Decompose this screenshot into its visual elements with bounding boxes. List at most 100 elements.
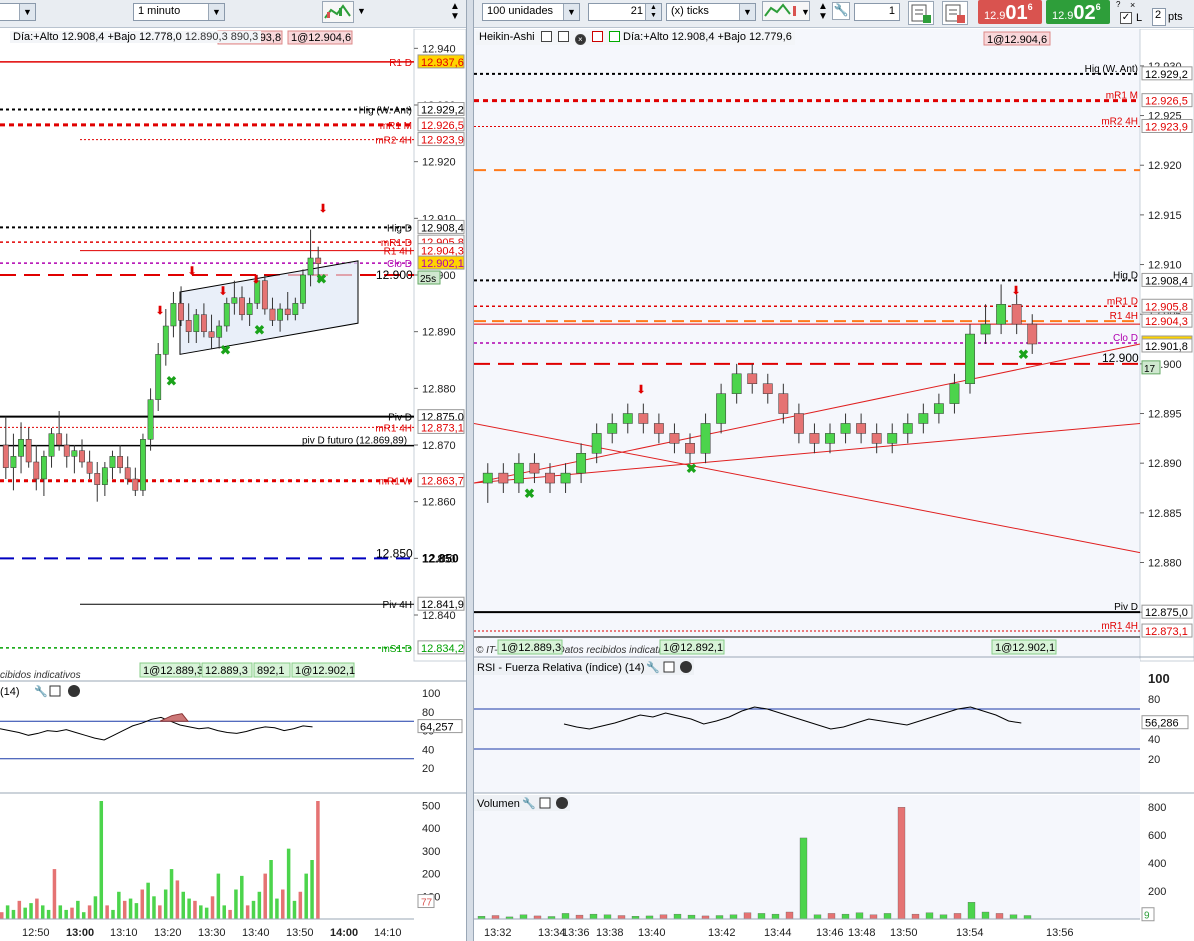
chevron-down-icon[interactable]: ▼	[563, 4, 579, 20]
left-field[interactable]: ▼	[0, 3, 36, 21]
volume-bar	[298, 891, 303, 919]
rsi-title-bg	[474, 659, 694, 675]
add-indicator-icon[interactable]	[591, 31, 603, 42]
chevron-down-icon[interactable]: ▼	[739, 4, 755, 20]
time-tick-label: 13:50	[890, 927, 918, 939]
chevron-down-icon[interactable]: ▼	[19, 4, 35, 20]
candle-body	[778, 393, 789, 414]
candle-body	[545, 472, 555, 484]
order-ticket-sell-icon[interactable]	[942, 1, 968, 25]
quantity-input[interactable]: 1	[854, 3, 900, 21]
ticks-stepper[interactable]: 21 ▲ ▼	[588, 3, 662, 21]
level-label: mR2 4H	[375, 136, 412, 147]
price-tag-value: 12.841,9	[421, 599, 464, 611]
scroll-arrows[interactable]: ▲ ▼	[450, 1, 460, 22]
candle-body	[40, 456, 47, 480]
maximize-icon[interactable]	[557, 31, 569, 42]
volume-bar	[827, 913, 836, 920]
units-select[interactable]: 100 unidades ▼	[482, 3, 580, 21]
vol-tick-label: 500	[422, 801, 440, 813]
footer-tag-box	[659, 639, 725, 655]
time-tick-label: 13:40	[638, 927, 666, 939]
wrench-icon[interactable]	[540, 31, 552, 42]
volume-bar	[122, 900, 127, 919]
buy-marker-icon: ✖	[524, 486, 535, 501]
time-tick-label: 14:10	[374, 927, 402, 939]
close-icon[interactable]: ×	[1130, 0, 1136, 10]
price-tag-value: 12.929,2	[1145, 69, 1188, 81]
volume-bar	[292, 900, 297, 919]
time-tick-label: 13:32	[484, 927, 512, 939]
candle-body	[269, 308, 276, 321]
volume-bar	[673, 913, 682, 920]
price-tag-box	[417, 255, 465, 270]
level-label: mR1 D	[381, 238, 412, 249]
volume-bar	[245, 905, 250, 919]
chart-style-icon[interactable]	[322, 1, 354, 23]
candle-body	[162, 325, 169, 355]
close-icon[interactable]: ×	[574, 34, 586, 45]
rsi-tick-label: 40	[422, 744, 434, 756]
volume-bar	[52, 869, 57, 919]
candle-body	[254, 280, 261, 304]
volume-bar	[316, 801, 320, 919]
maximize-icon	[49, 685, 61, 697]
maximize-icon	[663, 661, 675, 673]
volume-bar	[81, 912, 86, 919]
chart-style-icon[interactable]: ▼	[762, 1, 810, 21]
volume-bar	[64, 909, 68, 919]
panel-splitter[interactable]	[466, 0, 474, 941]
footer-text: cibidos indicativos	[0, 670, 81, 681]
time-tick-label: 13:36	[562, 927, 590, 939]
volume-bar	[146, 882, 150, 919]
level-label: R1 4H	[1110, 311, 1138, 322]
timeframe-select[interactable]: 1 minuto ▼	[133, 3, 225, 21]
right-price-chart: 12.93012.92512.92012.91512.91012.90512.9…	[474, 29, 1194, 941]
rsi-tick-label: 40	[1148, 734, 1160, 746]
down-arrow-icon: ⬇	[187, 264, 197, 278]
volume-bar	[743, 912, 752, 920]
sell-price-button[interactable]: 12.9016	[978, 0, 1042, 24]
down-arrow-icon: ⬇	[251, 273, 261, 287]
inline-price-label: 12.900	[376, 268, 413, 282]
candle-body	[996, 304, 1007, 325]
candle-body	[980, 323, 991, 335]
candle-body	[825, 433, 835, 444]
down-arrow-icon: ⬇	[155, 304, 165, 318]
question-icon[interactable]: ?	[1116, 0, 1121, 9]
volume-bar	[304, 873, 308, 919]
time-tick-label: 13:30	[198, 927, 226, 939]
vol-tick-label: 400	[422, 823, 440, 835]
ticks-mode-select[interactable]: (x) ticks ▼	[666, 3, 756, 21]
candle-body	[731, 373, 742, 394]
wrench-icon[interactable]: 🔧	[832, 2, 850, 20]
level-label: Clo D	[387, 259, 412, 270]
add-indicator-icon[interactable]	[608, 31, 620, 42]
down-arrow-icon: ⬇	[218, 284, 228, 298]
buy-price-button[interactable]: 12.9026	[1046, 0, 1110, 24]
rsi-value-box	[417, 719, 463, 734]
chart-style-dropdown-icon[interactable]: ▼	[357, 6, 366, 16]
footer-tag-text: 1@12.892,1	[663, 642, 723, 654]
price-tag-box	[417, 596, 465, 611]
level-label: R1 4H	[384, 247, 412, 258]
volume-bar	[140, 889, 145, 919]
chevron-down-icon[interactable]: ▼	[208, 4, 224, 20]
price-tag-box	[1141, 118, 1193, 133]
stepper-arrows-icon[interactable]: ▲ ▼	[645, 4, 661, 20]
price-tick-label: 12.895	[1148, 409, 1182, 421]
price-tag-value: 12.902,1	[421, 258, 464, 270]
close-icon	[68, 685, 80, 697]
volume-bar	[883, 913, 892, 920]
piv-futuro-label: piv D futuro (12.869,89)	[302, 436, 407, 447]
candle-body	[856, 423, 867, 434]
volume-bar	[953, 913, 962, 920]
scroll-arrows[interactable]: ▲ ▼	[818, 1, 828, 22]
volume-bar	[281, 889, 285, 919]
lock-checkbox[interactable]: ✓	[1120, 12, 1132, 24]
pts-input[interactable]: 2	[1152, 8, 1166, 26]
order-ticket-icon[interactable]	[908, 1, 934, 25]
wrench-icon: 🔧	[522, 796, 536, 810]
volume-bar	[925, 912, 934, 920]
rsi-value: 56,286	[1145, 718, 1179, 730]
